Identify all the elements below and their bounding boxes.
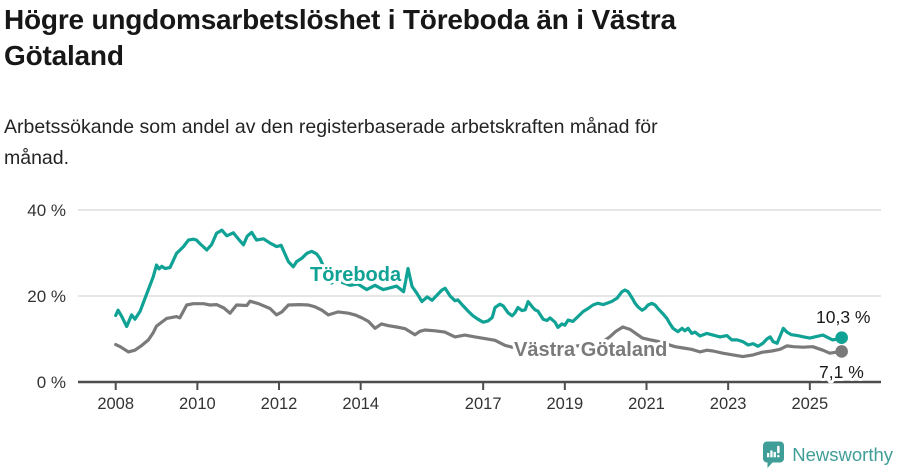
x-tick-label-2023: 2023: [710, 395, 747, 413]
x-tick-label-2025: 2025: [791, 395, 828, 413]
x-tick-label-2010: 2010: [179, 395, 216, 413]
series-line-t-reboda: [114, 228, 844, 348]
end-value-label-v-stra-g-taland: 7,1 %: [819, 362, 864, 382]
bar-3: [773, 452, 777, 458]
newsworthy-badge-icon: [763, 441, 785, 468]
end-dot-t-reboda: [835, 331, 848, 345]
subtitle-line-1: Arbetssökande som andel av den registerb…: [4, 116, 658, 138]
x-tick-label-2017: 2017: [465, 395, 502, 413]
x-tick-label-2012: 2012: [261, 395, 298, 413]
page-title: Högre ungdomsarbetslöshet i Töreboda än …: [4, 2, 864, 74]
series-label-t-reboda: Töreboda: [310, 264, 402, 286]
x-tick-label-2014: 2014: [342, 395, 379, 413]
end-dot-v-stra-g-taland: [835, 345, 848, 358]
chart-subtitle: Arbetssökande som andel av den registerb…: [4, 112, 864, 174]
exclamation-dot: [777, 455, 780, 458]
end-value-label-t-reboda: 10,3 %: [816, 307, 870, 327]
x-tick-label-2021: 2021: [628, 395, 665, 413]
speech-bubble-shape: [763, 441, 785, 468]
x-tick-label-2008: 2008: [97, 395, 134, 413]
subtitle-line-2: månad.: [4, 147, 70, 169]
bar-1: [767, 453, 770, 458]
series-line-v-stra-g-taland: [114, 299, 844, 359]
exclamation-bar: [777, 445, 780, 454]
newsworthy-wordmark: Newsworthy: [792, 443, 893, 465]
series-label-v-stra-g-taland: Västra Götaland: [514, 339, 667, 361]
y-tick-label-40: 40 %: [27, 201, 66, 220]
title-line-1: Högre ungdomsarbetslöshet i Töreboda än …: [4, 4, 676, 35]
y-tick-label-20: 20 %: [27, 287, 66, 306]
newsworthy-logo: Newsworthy: [762, 441, 893, 468]
y-tick-label-0: 0 %: [37, 373, 66, 392]
bar-2: [770, 450, 773, 458]
title-line-2: Götaland: [4, 40, 124, 71]
x-tick-label-2019: 2019: [546, 395, 583, 413]
